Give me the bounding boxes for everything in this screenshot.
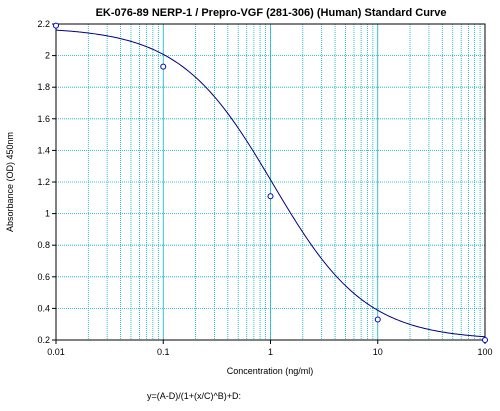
y-tick-label: 2 [45, 51, 50, 61]
y-axis: 0.2 0.4 0.6 0.8 1 1.2 1.4 1.6 1.8 2 2.2 [37, 19, 56, 345]
data-point [267, 193, 274, 200]
y-tick-label: 1.8 [37, 82, 50, 92]
data-point [53, 22, 59, 29]
x-tick-label: 10 [373, 347, 383, 357]
y-tick-label: 0.4 [37, 303, 50, 313]
x-tick-label: 0.1 [157, 347, 170, 357]
x-axis-title: Concentration (ng/ml) [227, 366, 314, 376]
y-tick-label: 2.2 [37, 19, 50, 29]
y-tick-label: 1.2 [37, 177, 50, 187]
chart-title: EK-076-89 NERP-1 / Prepro-VGF (281-306) … [96, 7, 447, 19]
data-point [160, 63, 167, 70]
y-tick-label: 0.8 [37, 240, 50, 250]
x-tick-label: 100 [477, 347, 492, 357]
x-tick-label: 0.01 [47, 347, 65, 357]
y-tick-label: 1.4 [37, 145, 50, 155]
y-axis-title: Absorbance (OD) 450nm [5, 132, 15, 232]
y-tick-label: 1.6 [37, 114, 50, 124]
data-point [482, 337, 488, 343]
fit-equation: y=(A-D)/(1+(x/C)^B)+D: [147, 391, 241, 401]
grid [56, 24, 485, 340]
y-tick-label: 1 [45, 209, 50, 219]
fit-curve [55, 29, 486, 338]
x-axis: 0.01 0.1 1 10 100 [47, 340, 493, 357]
y-tick-label: 0.2 [37, 335, 50, 345]
x-tick-label: 1 [268, 347, 273, 357]
data-points [53, 22, 488, 343]
y-tick-label: 0.6 [37, 272, 50, 282]
data-point [374, 316, 381, 323]
